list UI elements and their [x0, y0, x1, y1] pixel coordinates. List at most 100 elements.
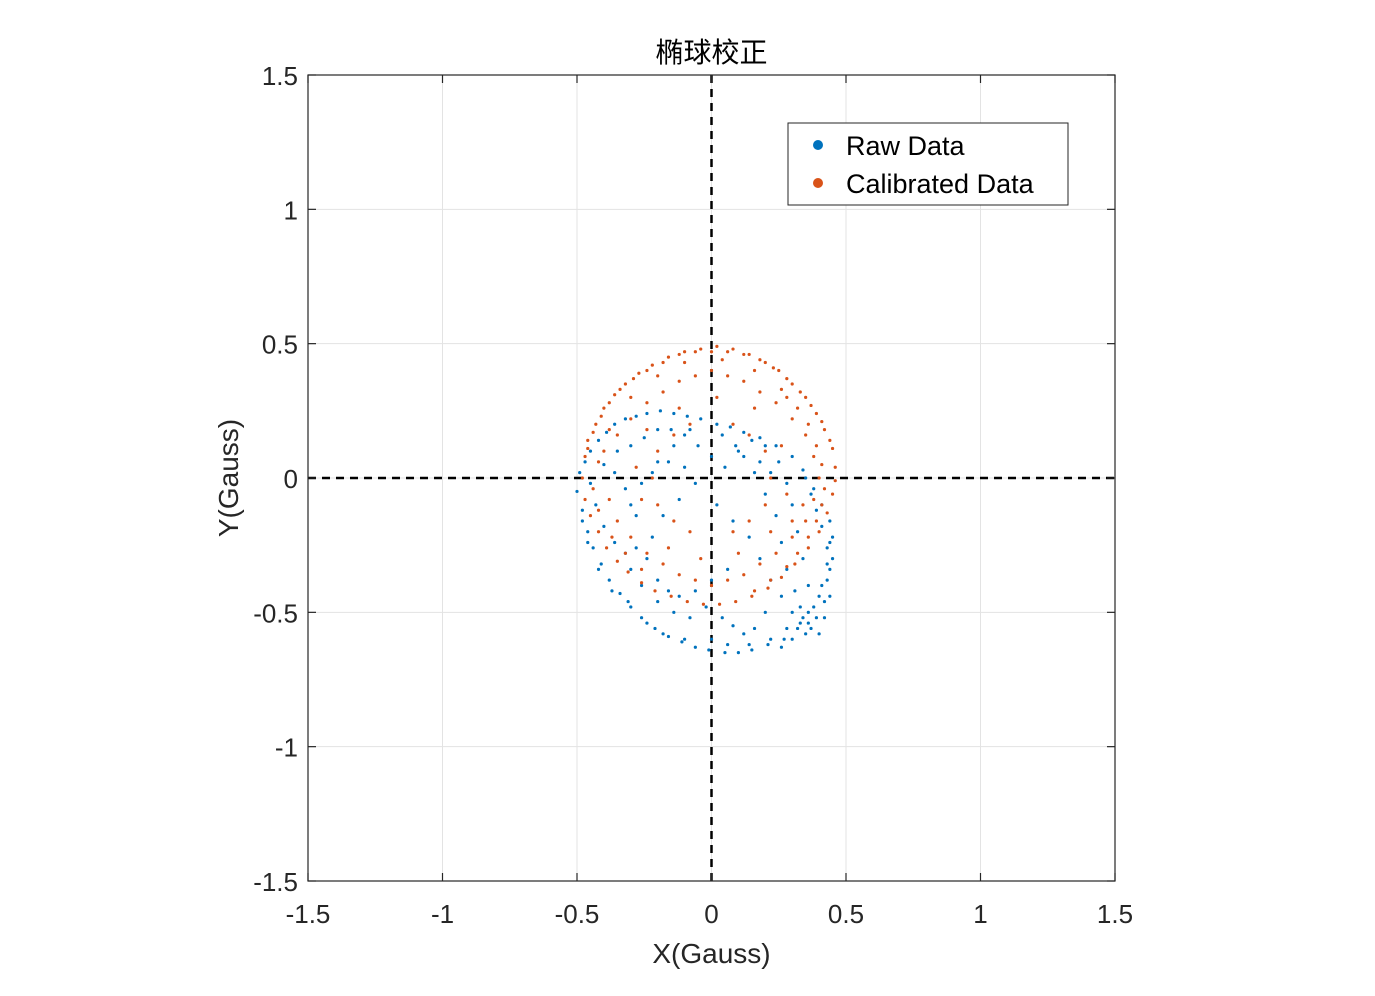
data-point-1-125	[610, 535, 614, 539]
data-point-0-78	[785, 481, 789, 485]
data-point-1-38	[817, 530, 821, 534]
data-point-1-130	[629, 395, 633, 399]
y-tick-label-0: -1.5	[253, 867, 298, 897]
data-point-0-91	[672, 610, 676, 614]
data-point-0-69	[634, 546, 638, 550]
data-point-0-152	[634, 514, 638, 518]
data-point-1-106	[688, 530, 692, 534]
data-point-0-101	[758, 557, 762, 561]
data-point-0-113	[809, 492, 813, 496]
data-point-0-83	[812, 605, 816, 609]
data-point-0-73	[693, 481, 697, 485]
data-point-0-54	[602, 462, 606, 467]
data-point-1-145	[779, 444, 784, 448]
data-point-1-36	[806, 546, 810, 550]
data-point-0-8	[599, 562, 603, 566]
data-point-0-0	[575, 489, 579, 494]
data-point-1-124	[623, 551, 628, 555]
data-point-0-132	[629, 503, 633, 507]
data-point-1-49	[785, 376, 789, 381]
legend-marker-raw-data	[813, 140, 823, 150]
reference-lines	[308, 75, 1115, 881]
data-point-0-158	[709, 578, 714, 582]
data-point-1-56	[677, 352, 681, 357]
data-point-1-132	[683, 360, 687, 365]
data-point-0-103	[779, 594, 784, 598]
data-point-1-68	[645, 401, 649, 405]
data-point-1-84	[774, 551, 778, 555]
data-point-1-116	[820, 503, 824, 507]
data-point-1-15	[650, 363, 654, 367]
data-point-0-81	[801, 557, 805, 561]
data-point-0-105	[798, 621, 802, 625]
data-point-0-146	[806, 621, 810, 625]
data-point-1-144	[785, 492, 789, 496]
data-point-1-126	[596, 508, 601, 512]
data-point-0-10	[607, 578, 611, 582]
data-point-1-76	[774, 401, 778, 405]
data-point-0-128	[747, 642, 751, 647]
data-point-0-92	[656, 599, 660, 604]
series-1	[580, 344, 837, 606]
data-point-1-141	[699, 557, 703, 561]
data-point-1-2	[583, 497, 587, 502]
data-point-1-133	[720, 358, 724, 362]
data-point-0-89	[704, 605, 708, 609]
data-point-0-57	[642, 436, 646, 440]
data-point-0-23	[685, 414, 689, 418]
data-point-0-96	[666, 460, 671, 464]
data-point-0-94	[629, 567, 633, 571]
data-point-0-90	[688, 616, 692, 620]
x-axis-label: X(Gauss)	[652, 938, 770, 969]
data-point-1-115	[822, 487, 827, 491]
data-point-1-67	[629, 417, 633, 421]
x-tick-label-3: 0	[704, 899, 718, 929]
data-point-0-119	[586, 540, 590, 545]
data-point-1-25	[731, 347, 735, 351]
data-point-0-22	[680, 640, 684, 644]
data-point-0-39	[801, 468, 805, 472]
data-point-0-140	[763, 492, 767, 496]
data-point-0-129	[769, 637, 773, 641]
data-point-1-120	[785, 565, 789, 569]
data-point-1-31	[777, 368, 781, 373]
data-point-0-121	[610, 589, 614, 593]
data-point-0-12	[618, 591, 622, 596]
data-point-0-133	[639, 481, 644, 485]
data-point-0-33	[758, 436, 762, 440]
data-point-0-19	[658, 409, 662, 413]
data-point-1-30	[766, 586, 770, 590]
y-tick-label-3: 0	[284, 464, 298, 494]
data-point-1-118	[806, 535, 810, 539]
data-point-0-139	[752, 471, 757, 475]
y-tick-label-2: -0.5	[253, 598, 298, 628]
data-point-1-123	[639, 567, 644, 571]
data-point-1-104	[747, 519, 751, 523]
data-point-0-75	[750, 438, 754, 442]
data-point-0-98	[715, 503, 719, 507]
data-point-0-151	[623, 487, 628, 491]
data-point-0-17	[645, 411, 649, 416]
x-tick-label-0: -1.5	[286, 899, 331, 929]
data-point-0-2	[580, 508, 584, 512]
data-point-0-156	[677, 594, 681, 598]
data-point-0-85	[752, 626, 757, 631]
data-point-1-94	[615, 519, 619, 523]
data-point-1-98	[688, 422, 692, 426]
data-point-1-64	[586, 446, 590, 451]
data-point-0-99	[731, 519, 735, 523]
data-point-1-113	[814, 444, 819, 448]
data-point-0-80	[795, 530, 800, 534]
data-point-1-129	[607, 428, 611, 432]
data-point-1-97	[672, 433, 676, 437]
data-point-0-112	[814, 508, 819, 512]
data-point-0-51	[804, 632, 808, 636]
data-point-0-32	[750, 648, 754, 652]
data-point-0-9	[604, 430, 609, 434]
y-tick-label-5: 1	[284, 195, 298, 225]
data-point-1-12	[626, 570, 630, 574]
data-point-0-71	[661, 514, 665, 518]
data-point-1-105	[731, 530, 735, 534]
data-point-0-21	[672, 411, 676, 416]
